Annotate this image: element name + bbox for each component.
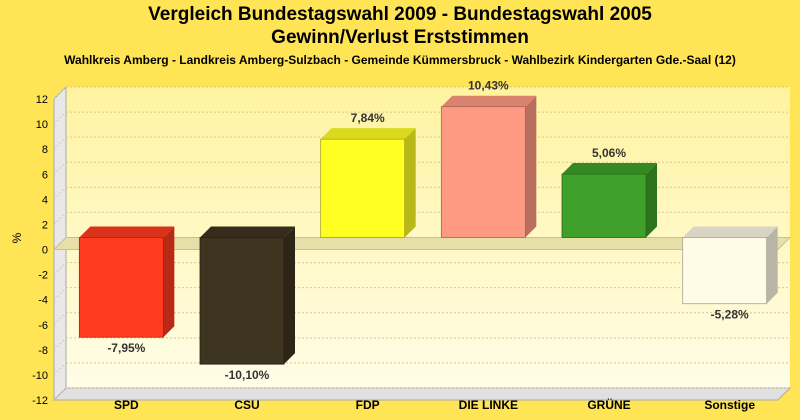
gridline-side	[53, 161, 67, 175]
y-tick-label: 6	[42, 169, 48, 181]
y-tick-label: 2	[42, 219, 48, 231]
data-label: -5,28%	[711, 308, 749, 322]
gridline-side	[53, 362, 67, 376]
y-tick-label: -6	[38, 320, 48, 332]
data-label: 10,43%	[468, 79, 509, 93]
bar-top-die-linke	[441, 95, 537, 107]
bar-die-linke	[440, 106, 526, 238]
y-tick-label: 12	[36, 94, 48, 106]
x-tick-label: DIE LINKE	[459, 398, 518, 412]
y-tick-label: -4	[38, 295, 48, 307]
y-tick-label: -8	[38, 345, 48, 357]
gridline-side	[53, 111, 67, 125]
x-tick-label: CSU	[234, 398, 259, 412]
bar-csu	[199, 237, 285, 365]
gridline-side	[53, 186, 67, 200]
gridline-side	[53, 287, 67, 301]
bar-top-sonstige	[682, 226, 778, 238]
y-axis-label: %	[10, 232, 24, 243]
data-label: 5,06%	[592, 146, 626, 160]
y-tick-label: 10	[36, 119, 48, 131]
gridline-side	[53, 387, 67, 401]
bar-top-csu	[200, 226, 295, 238]
bar-side-csu	[284, 226, 295, 365]
bar-top-grüne	[562, 163, 657, 175]
x-tick-label: GRÜNE	[587, 397, 630, 412]
gridline-side	[53, 212, 67, 225]
y-tick-label: -2	[38, 270, 48, 282]
bar-spd	[78, 237, 164, 338]
y-tick-label: 8	[42, 144, 48, 156]
x-tick-label: SPD	[114, 398, 139, 412]
bar-top-fdp	[320, 128, 416, 140]
bar-fdp	[320, 138, 406, 238]
chart-subtitle: Gewinn/Verlust Erststimmen	[271, 27, 529, 48]
gridline-side	[53, 312, 67, 326]
x-tick-label: Sonstige	[704, 398, 755, 412]
gridline-side	[53, 337, 67, 351]
y-tick-label: 0	[42, 245, 48, 257]
chart-caption: Wahlkreis Amberg - Landkreis Amberg-Sulz…	[64, 53, 736, 67]
floor	[52, 387, 792, 401]
data-label: -7,95%	[107, 341, 145, 355]
bar-side-sonstige	[766, 226, 778, 304]
bar-side-fdp	[404, 128, 416, 238]
gridline-side	[53, 262, 67, 275]
bar-top-spd	[79, 226, 175, 238]
bar-sonstige	[682, 237, 768, 305]
data-label: -10,10%	[225, 368, 270, 382]
y-tick-label: 4	[42, 194, 48, 206]
bar-grüne	[561, 173, 647, 238]
bar-side-grüne	[646, 163, 657, 238]
data-label: 7,84%	[351, 111, 385, 125]
gridline-side	[53, 86, 67, 100]
y-tick-label: -10	[32, 370, 48, 382]
bar-side-die-linke	[525, 95, 537, 238]
x-tick-label: FDP	[356, 398, 380, 412]
gridline-side	[53, 136, 67, 150]
chart-title: Vergleich Bundestagswahl 2009 - Bundesta…	[148, 4, 652, 25]
y-tick-label: -12	[32, 395, 48, 407]
bar-side-spd	[163, 226, 175, 338]
